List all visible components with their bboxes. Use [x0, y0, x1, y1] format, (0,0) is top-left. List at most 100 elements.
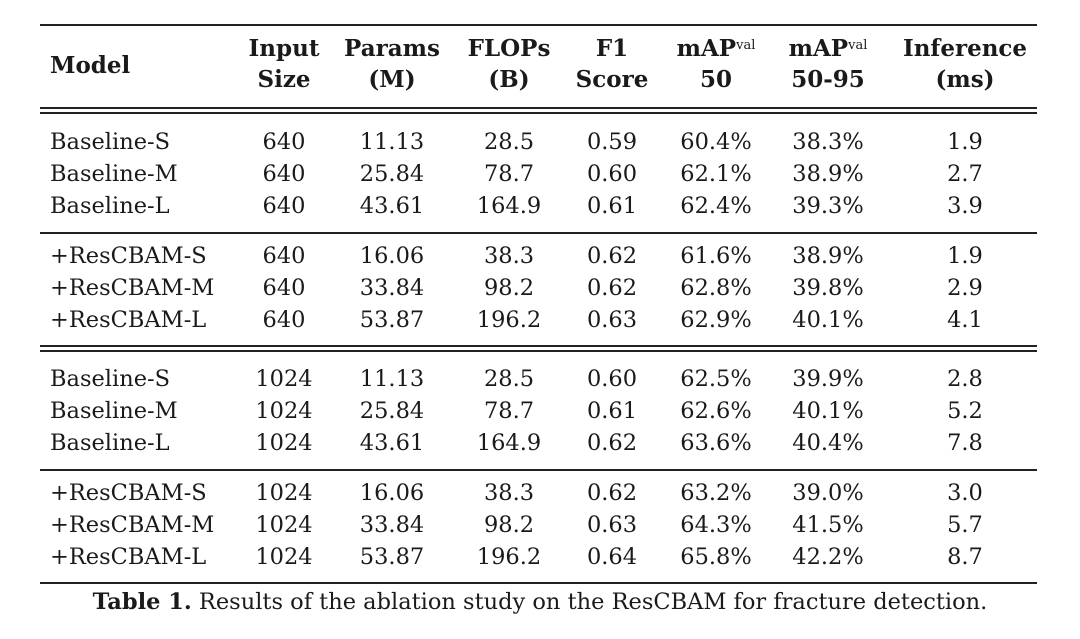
table-cell: 3.0	[947, 480, 983, 506]
table-cell: 39.9%	[792, 366, 864, 392]
table-cell: 39.8%	[792, 275, 864, 301]
model-name-cell: +ResCBAM-M	[50, 275, 215, 301]
table-cell: 1024	[255, 398, 313, 424]
table-cell: 62.1%	[680, 161, 752, 187]
table-cell: 62.9%	[680, 307, 752, 333]
column-header: mAPval 50-95	[788, 35, 868, 93]
table-cell: 16.06	[359, 243, 425, 269]
table-cell: 98.2	[483, 275, 535, 301]
table-rule	[40, 24, 1037, 26]
table-rule	[40, 107, 1037, 109]
table-rule	[40, 469, 1037, 471]
table-rule	[40, 345, 1037, 347]
table-cell: 0.61	[586, 193, 638, 219]
table-cell: 0.62	[586, 275, 638, 301]
table-cell: 61.6%	[680, 243, 752, 269]
table-cell: 11.13	[359, 366, 425, 392]
table-caption: Table 1. Results of the ablation study o…	[0, 589, 1080, 615]
table-cell: 7.8	[947, 430, 983, 456]
model-name-cell: +ResCBAM-L	[50, 544, 207, 570]
table-cell: 11.13	[359, 129, 425, 155]
table-cell: 62.6%	[680, 398, 752, 424]
table-cell: 2.7	[947, 161, 983, 187]
table-cell: 5.2	[947, 398, 983, 424]
table-cell: 78.7	[483, 398, 535, 424]
table-cell: 38.9%	[792, 243, 864, 269]
table-cell: 63.6%	[680, 430, 752, 456]
table-cell: 0.60	[586, 366, 638, 392]
table-cell: 64.3%	[680, 512, 752, 538]
model-name-cell: +ResCBAM-S	[50, 243, 207, 269]
table-cell: 62.8%	[680, 275, 752, 301]
table-cell: 62.5%	[680, 366, 752, 392]
table-cell: 33.84	[359, 275, 425, 301]
table-cell: 1.9	[947, 243, 983, 269]
table-cell: 1024	[255, 366, 313, 392]
table-cell: 0.63	[586, 307, 638, 333]
table-rule	[40, 232, 1037, 234]
table-cell: 16.06	[359, 480, 425, 506]
table-cell: 164.9	[476, 193, 542, 219]
table-cell: 640	[262, 307, 306, 333]
table-cell: 1024	[255, 480, 313, 506]
table-cell: 63.2%	[680, 480, 752, 506]
table-cell: 640	[262, 129, 306, 155]
table-cell: 40.1%	[792, 398, 864, 424]
column-header: F1 Score	[575, 35, 649, 93]
table-cell: 0.62	[586, 480, 638, 506]
table-cell: 65.8%	[680, 544, 752, 570]
table-cell: 39.3%	[792, 193, 864, 219]
table-cell: 640	[262, 275, 306, 301]
table-cell: 25.84	[359, 398, 425, 424]
table-cell: 38.3	[483, 480, 535, 506]
table-cell: 38.3%	[792, 129, 864, 155]
table-cell: 0.64	[586, 544, 638, 570]
table-cell: 2.8	[947, 366, 983, 392]
table-cell: 60.4%	[680, 129, 752, 155]
table-cell: 41.5%	[792, 512, 864, 538]
model-name-cell: Baseline-L	[50, 430, 170, 456]
table-cell: 4.1	[947, 307, 983, 333]
table-cell: 0.60	[586, 161, 638, 187]
table-cell: 33.84	[359, 512, 425, 538]
table-rule	[40, 350, 1037, 352]
table-cell: 0.63	[586, 512, 638, 538]
model-name-cell: +ResCBAM-L	[50, 307, 207, 333]
table-cell: 38.9%	[792, 161, 864, 187]
table-cell: 1024	[255, 430, 313, 456]
table-cell: 38.3	[483, 243, 535, 269]
model-name-cell: Baseline-L	[50, 193, 170, 219]
model-name-cell: Baseline-M	[50, 161, 178, 187]
table-cell: 62.4%	[680, 193, 752, 219]
model-name-cell: +ResCBAM-S	[50, 480, 207, 506]
table-cell: 28.5	[483, 129, 535, 155]
column-header: Params (M)	[344, 35, 440, 93]
table-cell: 196.2	[476, 544, 542, 570]
table-cell: 1024	[255, 512, 313, 538]
table-cell: 0.59	[586, 129, 638, 155]
column-header: FLOPs (B)	[467, 35, 551, 93]
table-cell: 40.1%	[792, 307, 864, 333]
table-cell: 640	[262, 161, 306, 187]
table-cell: 0.62	[586, 430, 638, 456]
table-cell: 196.2	[476, 307, 542, 333]
table-cell: 25.84	[359, 161, 425, 187]
table-cell: 1.9	[947, 129, 983, 155]
table-cell: 53.87	[359, 544, 425, 570]
table-cell: 0.61	[586, 398, 638, 424]
table-cell: 8.7	[947, 544, 983, 570]
table-cell: 98.2	[483, 512, 535, 538]
table-cell: 640	[262, 243, 306, 269]
table-cell: 640	[262, 193, 306, 219]
column-header: Inference (ms)	[902, 35, 1028, 93]
table-cell: 78.7	[483, 161, 535, 187]
table-cell: 3.9	[947, 193, 983, 219]
caption-text: Results of the ablation study on the Res…	[198, 589, 988, 615]
column-header: mAPval 50	[676, 35, 756, 93]
table-cell: 43.61	[359, 430, 425, 456]
table-rule	[40, 112, 1037, 114]
table-cell: 1024	[255, 544, 313, 570]
model-name-cell: Baseline-M	[50, 398, 178, 424]
table-cell: 42.2%	[792, 544, 864, 570]
table-cell: 40.4%	[792, 430, 864, 456]
